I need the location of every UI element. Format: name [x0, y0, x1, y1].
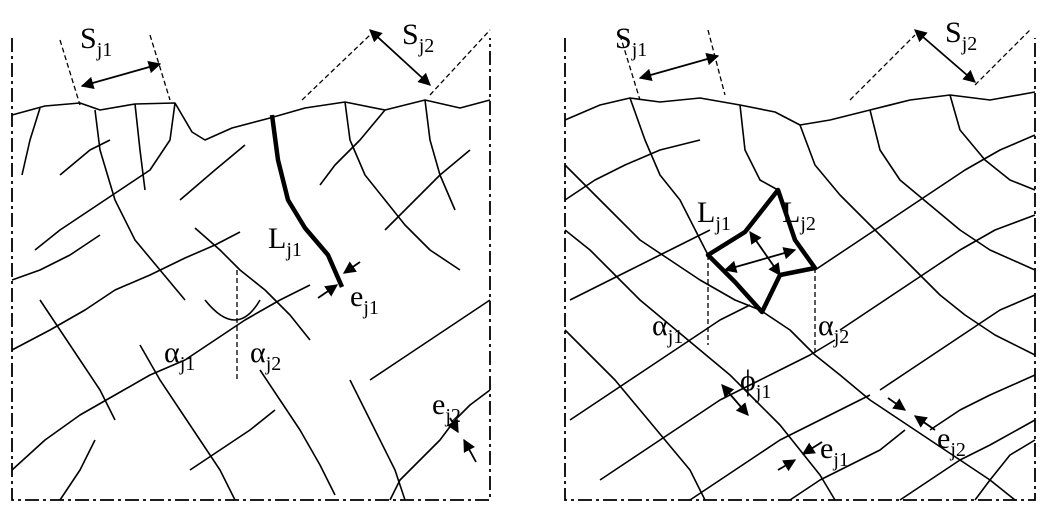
label-subscript: j1	[179, 353, 196, 375]
label-symbol: S	[402, 18, 419, 51]
label-symbol: α	[250, 336, 266, 369]
label-subscript: j2	[833, 326, 850, 348]
cracks	[12, 100, 490, 500]
label-subscript: j2	[799, 213, 816, 235]
label-subscript: j1	[667, 326, 684, 348]
label: ej1	[350, 280, 379, 319]
frame	[12, 38, 490, 500]
label-subscript: j1	[832, 449, 849, 471]
label-symbol: e	[820, 432, 833, 465]
label-symbol: e	[432, 388, 445, 421]
label-subscript: j1	[755, 381, 772, 403]
label-subscript: j1	[631, 39, 648, 61]
label-symbol: S	[945, 16, 962, 49]
label: Sj1	[615, 22, 647, 61]
label: αj1	[652, 309, 683, 348]
label-symbol: α	[164, 336, 180, 369]
label-symbol: L	[697, 196, 715, 229]
label: Sj2	[402, 18, 434, 57]
label-subscript: j1	[285, 239, 302, 261]
label: Lj1	[268, 222, 302, 261]
label-symbol: L	[782, 196, 800, 229]
label: αj2	[818, 309, 849, 348]
label-symbol: L	[268, 222, 286, 255]
label-symbol: e	[350, 280, 363, 313]
label: αj2	[250, 336, 281, 375]
label-symbol: α	[818, 309, 834, 342]
diagram: Sj1 Sj2 Lj1 ej1 αj1 αj2 ej2	[0, 0, 1042, 508]
label-subscript: j1	[96, 39, 113, 61]
label: Lj1	[697, 196, 731, 235]
label-subscript: j2	[949, 439, 966, 461]
label: ej2	[937, 422, 966, 461]
label: ej2	[432, 388, 461, 427]
annotations	[620, 30, 1030, 470]
label-subscript: j2	[418, 35, 435, 57]
label: ϕj1	[740, 364, 771, 403]
label-subscript: j1	[362, 297, 379, 319]
label-symbol: e	[937, 422, 950, 455]
label-subscript: j2	[265, 353, 282, 375]
label-symbol: S	[80, 22, 97, 55]
label: ej1	[820, 432, 849, 471]
left-panel: Sj1 Sj2 Lj1 ej1 αj1 αj2 ej2	[12, 18, 490, 500]
right-panel: Sj1 Sj2 Lj1 Lj2 αj1 αj2 ϕj1 ej1 ej2	[565, 16, 1035, 500]
label-symbol: ϕ	[740, 364, 756, 397]
label-subscript: j1	[714, 213, 731, 235]
label-symbol: S	[615, 22, 632, 55]
label-symbol: α	[652, 309, 668, 342]
label: Sj1	[80, 22, 112, 61]
label: Lj2	[782, 196, 816, 235]
label: αj1	[164, 336, 195, 375]
label-subscript: j2	[444, 405, 461, 427]
label-subscript: j2	[961, 33, 978, 55]
label: Sj2	[945, 16, 977, 55]
